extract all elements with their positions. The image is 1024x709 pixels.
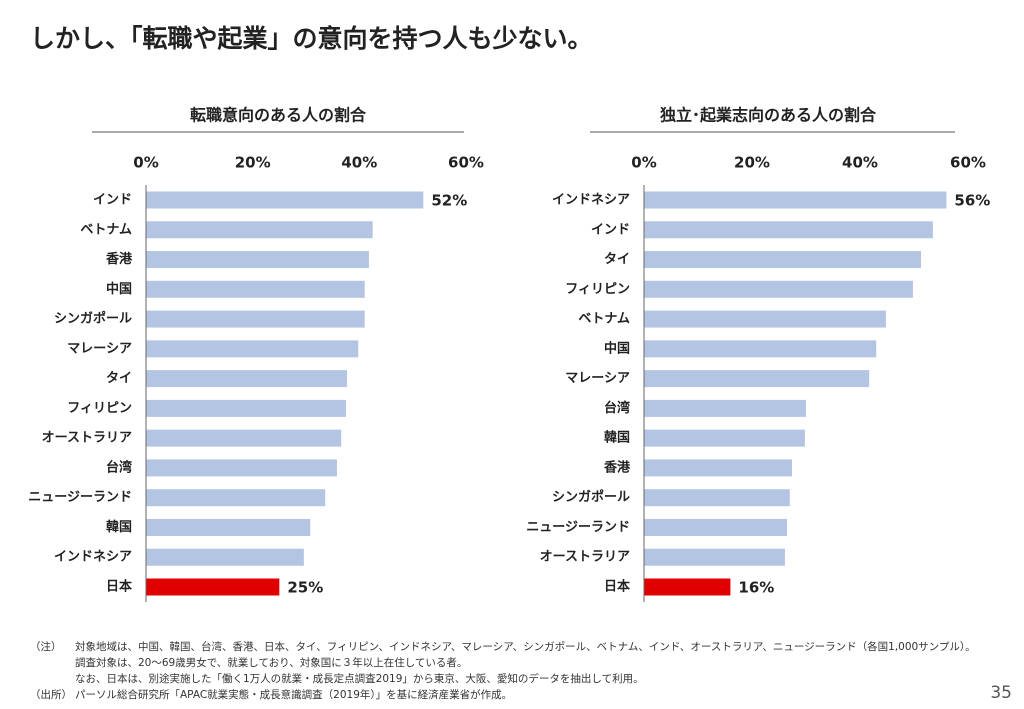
category-label: インドネシア (552, 193, 630, 208)
category-label: 日本 (106, 579, 132, 595)
category-label: タイ (106, 371, 132, 386)
bar (644, 370, 870, 388)
bar (644, 548, 785, 566)
category-label: オーストラリア (42, 431, 132, 446)
category-label: 韓国 (604, 430, 630, 446)
bar (146, 251, 369, 269)
category-label: 香港 (105, 251, 133, 267)
category-label: インド (93, 193, 132, 208)
x-tick-label: 20% (235, 154, 271, 172)
category-label: 中国 (106, 281, 132, 297)
category-label: ベトナム (578, 312, 630, 327)
category-label: 日本 (604, 579, 630, 595)
x-tick-label: 60% (950, 154, 986, 172)
category-label: 台湾 (604, 400, 630, 416)
source-text: パーソル総合研究所「APAC就業実態・成長意識調査（2019年）」を基に経済産業… (75, 688, 512, 701)
bar (146, 548, 304, 566)
bar (146, 578, 280, 596)
x-tick-label: 40% (842, 154, 878, 172)
category-label: 韓国 (106, 519, 132, 535)
value-label: 16% (738, 579, 774, 597)
bar (644, 191, 947, 209)
category-label: マレーシア (67, 341, 132, 356)
bar (146, 399, 346, 417)
bar (644, 459, 792, 477)
bar (644, 310, 886, 328)
note-line: 対象地域は、中国、韓国、台湾、香港、日本、タイ、フィリピン、インドネシア、マレー… (75, 640, 976, 653)
bar (146, 280, 365, 298)
bar (146, 370, 348, 388)
category-label: インドネシア (54, 550, 132, 565)
source-label: （出所） (30, 688, 72, 701)
category-label: ニュージーランド (28, 490, 132, 505)
value-label: 52% (431, 192, 467, 210)
page-number: 35 (990, 683, 1012, 703)
bar (644, 340, 877, 358)
category-label: ベトナム (80, 222, 132, 237)
bar (146, 429, 342, 447)
bar (146, 191, 424, 209)
bar (146, 310, 365, 328)
category-label: フィリピン (67, 401, 132, 416)
bar (644, 429, 805, 447)
category-label: ニュージーランド (526, 520, 630, 535)
bar (146, 459, 337, 477)
category-label: フィリピン (565, 282, 630, 297)
bar (644, 489, 790, 507)
note-line: なお、日本は、別途実施した「働く1万人の就業・成長定点調査2019」から東京、大… (75, 672, 644, 685)
category-label: 中国 (604, 340, 630, 356)
x-tick-label: 40% (341, 154, 377, 172)
bar (644, 399, 806, 417)
bar (146, 221, 373, 239)
bar (146, 340, 359, 358)
notes-label: （注） (30, 640, 62, 653)
chart-title: 独立･起業志向のある人の割合 (660, 106, 877, 125)
note-line: 調査対象は、20～69歳男女で、就業しており、対象国に３年以上在住している者。 (75, 656, 467, 669)
category-label: 台湾 (106, 459, 132, 475)
category-label: オーストラリア (540, 550, 630, 565)
bar (644, 578, 731, 596)
category-label: シンガポール (54, 311, 132, 327)
x-tick-label: 20% (734, 154, 770, 172)
category-label: マレーシア (565, 371, 630, 386)
value-label: 25% (287, 579, 323, 597)
bar (146, 489, 326, 507)
x-tick-label: 0% (133, 154, 158, 172)
x-tick-label: 0% (631, 154, 656, 172)
bar (146, 518, 311, 536)
bar (644, 280, 913, 298)
x-tick-label: 60% (448, 154, 484, 172)
category-label: タイ (604, 252, 630, 267)
value-label: 56% (954, 192, 990, 210)
slide-title: しかし、「転職や起業」の意向を持つ人も少ない。 (30, 24, 593, 53)
category-label: シンガポール (552, 489, 630, 505)
bar (644, 251, 922, 269)
chart-title: 転職意向のある人の割合 (190, 106, 367, 125)
bar (644, 518, 788, 536)
bar (644, 221, 933, 239)
category-label: インド (591, 222, 630, 237)
category-label: 香港 (603, 459, 631, 475)
